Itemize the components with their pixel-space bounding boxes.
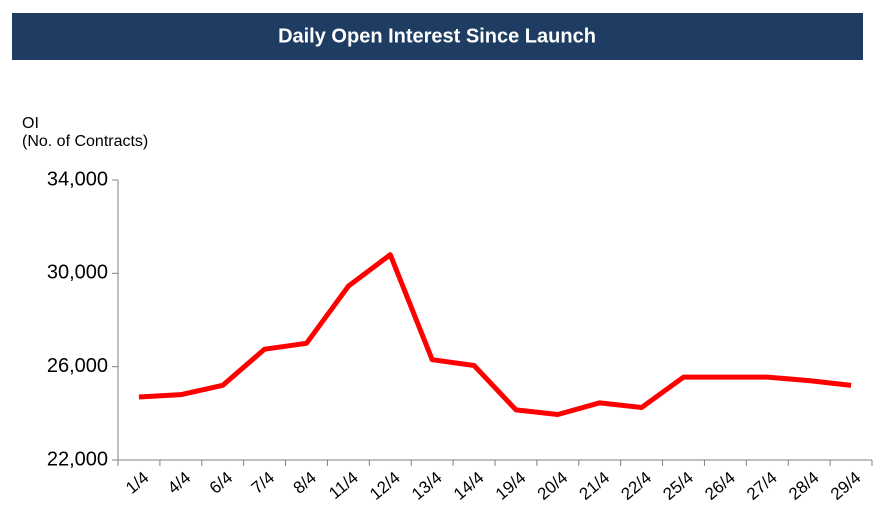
x-tick-label: 11/4 <box>325 468 362 503</box>
y-tick-label: 30,000 <box>47 262 108 284</box>
x-tick-label: 28/4 <box>785 468 823 504</box>
y-tick-label: 34,000 <box>47 168 108 190</box>
x-tick-label: 12/4 <box>366 468 404 504</box>
x-tick-label: 29/4 <box>827 468 865 504</box>
y-axis-label: (No. of Contracts) <box>22 133 148 150</box>
x-tick-label: 26/4 <box>701 468 739 504</box>
y-axis-label: OI <box>22 115 39 132</box>
x-tick-label: 20/4 <box>534 468 572 504</box>
x-tick-label: 6/4 <box>206 468 236 498</box>
y-tick-label: 22,000 <box>47 448 108 470</box>
x-tick-label: 19/4 <box>492 468 530 504</box>
x-tick-label: 7/4 <box>248 468 278 498</box>
x-tick-label: 1/4 <box>122 468 152 498</box>
x-tick-label: 22/4 <box>618 468 656 504</box>
x-tick-label: 8/4 <box>290 468 320 498</box>
x-tick-label: 14/4 <box>450 468 488 504</box>
x-tick-label: 27/4 <box>743 468 781 504</box>
x-tick-label: 13/4 <box>408 468 446 504</box>
x-tick-label: 21/4 <box>576 468 614 504</box>
title-banner <box>12 13 863 60</box>
line-series <box>138 252 852 417</box>
y-tick-label: 26,000 <box>47 355 108 377</box>
x-tick-label: 4/4 <box>164 468 194 498</box>
chart-title: Daily Open Interest Since Launch <box>278 25 596 47</box>
x-tick-label: 25/4 <box>659 468 697 504</box>
